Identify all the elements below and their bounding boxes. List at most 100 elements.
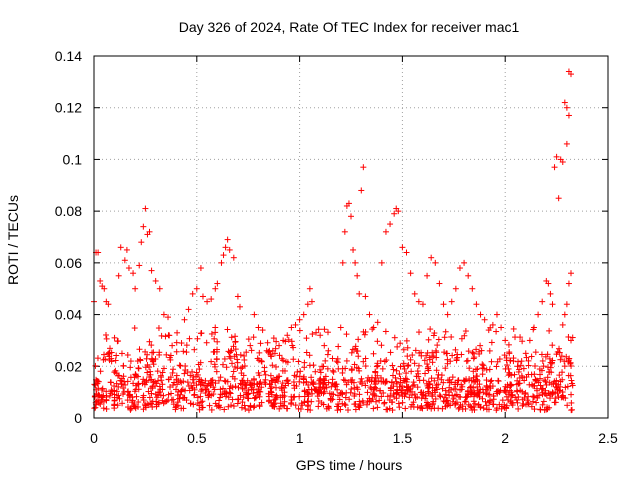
data-point bbox=[380, 378, 387, 385]
data-point bbox=[208, 296, 215, 303]
data-point bbox=[450, 395, 457, 402]
data-point bbox=[468, 377, 475, 384]
data-point bbox=[262, 371, 269, 378]
data-point bbox=[552, 399, 559, 406]
data-point bbox=[127, 364, 134, 371]
data-point bbox=[506, 370, 513, 377]
data-point bbox=[293, 383, 300, 390]
data-point bbox=[462, 328, 469, 335]
data-point bbox=[432, 395, 439, 402]
data-point bbox=[290, 344, 297, 351]
data-point bbox=[156, 389, 163, 396]
data-point bbox=[488, 358, 495, 365]
data-point bbox=[92, 382, 99, 389]
data-point bbox=[239, 385, 246, 392]
data-point bbox=[132, 285, 139, 292]
data-point bbox=[308, 298, 315, 305]
data-point bbox=[318, 389, 325, 396]
data-point bbox=[418, 395, 425, 402]
data-point bbox=[399, 393, 406, 400]
data-point bbox=[546, 404, 553, 411]
data-point bbox=[125, 265, 132, 272]
data-point bbox=[505, 341, 512, 348]
data-point bbox=[112, 367, 119, 374]
data-point bbox=[415, 298, 422, 305]
data-point bbox=[438, 376, 445, 383]
data-point bbox=[566, 355, 573, 362]
data-point bbox=[241, 362, 248, 369]
data-point bbox=[186, 335, 193, 342]
data-point bbox=[502, 388, 509, 395]
data-point bbox=[379, 365, 386, 372]
data-point bbox=[140, 392, 147, 399]
data-point bbox=[415, 362, 422, 369]
data-point bbox=[449, 352, 456, 359]
data-point bbox=[135, 373, 142, 380]
data-point bbox=[281, 402, 288, 409]
data-point bbox=[178, 340, 185, 347]
data-point bbox=[247, 379, 254, 386]
data-point bbox=[366, 376, 373, 383]
data-point bbox=[535, 311, 542, 318]
data-point bbox=[152, 383, 159, 390]
data-point bbox=[569, 334, 576, 341]
data-point bbox=[213, 348, 220, 355]
data-point bbox=[101, 285, 108, 292]
data-point bbox=[414, 393, 421, 400]
data-point bbox=[501, 352, 508, 359]
data-point bbox=[378, 374, 385, 381]
data-point bbox=[360, 164, 367, 171]
data-point bbox=[409, 382, 416, 389]
data-point bbox=[352, 406, 359, 413]
data-point bbox=[540, 398, 547, 405]
data-point bbox=[303, 335, 310, 342]
data-point bbox=[427, 326, 434, 333]
data-point bbox=[481, 316, 488, 323]
data-point bbox=[113, 352, 120, 359]
data-point bbox=[335, 343, 342, 350]
y-tick-label: 0 bbox=[74, 410, 82, 426]
data-point bbox=[250, 334, 257, 341]
data-point bbox=[372, 374, 379, 381]
data-point bbox=[104, 350, 111, 357]
data-point bbox=[376, 397, 383, 404]
data-point bbox=[133, 393, 140, 400]
data-point bbox=[267, 385, 274, 392]
grid-lines bbox=[94, 56, 608, 418]
data-point bbox=[526, 337, 533, 344]
data-point bbox=[341, 377, 348, 384]
data-point bbox=[300, 379, 307, 386]
data-point bbox=[310, 381, 317, 388]
y-tick-label: 0.06 bbox=[55, 255, 82, 271]
data-point bbox=[219, 391, 226, 398]
data-point bbox=[317, 332, 324, 339]
y-tick-label: 0.1 bbox=[63, 151, 83, 167]
data-point bbox=[92, 362, 99, 369]
data-point bbox=[452, 386, 459, 393]
data-point bbox=[387, 221, 394, 228]
data-point bbox=[371, 378, 378, 385]
data-point bbox=[454, 377, 461, 384]
data-point bbox=[518, 358, 525, 365]
data-point bbox=[170, 396, 177, 403]
data-point bbox=[544, 374, 551, 381]
data-point bbox=[421, 357, 428, 364]
data-point bbox=[374, 338, 381, 345]
data-point bbox=[547, 359, 554, 366]
data-point bbox=[559, 321, 566, 328]
data-point bbox=[222, 378, 229, 385]
data-point bbox=[373, 398, 380, 405]
data-point bbox=[329, 396, 336, 403]
data-point bbox=[250, 390, 257, 397]
data-point bbox=[111, 334, 118, 341]
data-point bbox=[488, 339, 495, 346]
data-point bbox=[383, 406, 390, 413]
data-point bbox=[459, 383, 466, 390]
data-point bbox=[382, 228, 389, 235]
data-point bbox=[166, 332, 173, 339]
data-point bbox=[531, 394, 538, 401]
data-point bbox=[228, 334, 235, 341]
data-point bbox=[154, 377, 161, 384]
data-point bbox=[403, 376, 410, 383]
data-point bbox=[414, 384, 421, 391]
